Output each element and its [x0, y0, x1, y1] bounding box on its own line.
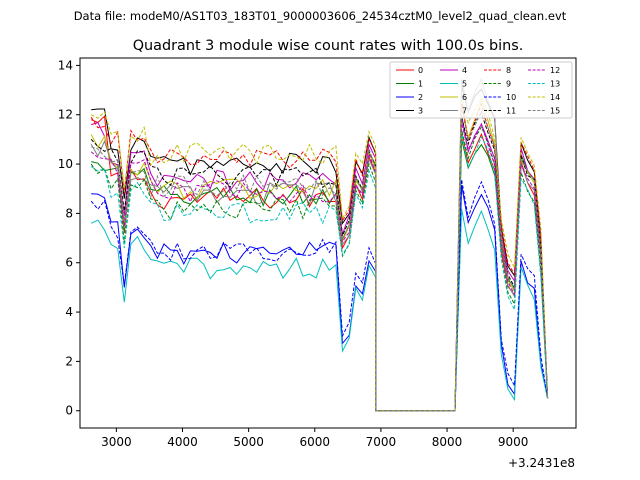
x-tick-label: 6000: [299, 435, 330, 449]
y-tick-label: 14: [58, 58, 73, 72]
y-tick-label: 12: [58, 108, 73, 122]
series-line-10: [90, 179, 549, 412]
legend-label-10: 10: [506, 93, 516, 102]
legend-label-7: 7: [462, 107, 467, 116]
legend-label-1: 1: [418, 80, 423, 89]
plot-series-group: [90, 77, 549, 412]
series-line-8: [90, 100, 549, 412]
series-line-0: [91, 115, 549, 412]
legend-label-0: 0: [418, 66, 423, 75]
series-line-11: [90, 112, 549, 412]
legend-box: [389, 61, 573, 119]
legend-label-6: 6: [462, 93, 467, 102]
y-tick-label: 0: [65, 404, 73, 418]
y-tick-label: 8: [65, 206, 73, 220]
legend-label-2: 2: [418, 93, 423, 102]
series-line-13: [90, 132, 549, 412]
series-line-12: [90, 122, 549, 412]
y-tick-label: 4: [65, 305, 73, 319]
x-tick-label: 4000: [167, 435, 198, 449]
plot-frame: [79, 57, 577, 429]
series-line-5: [90, 209, 549, 412]
x-tick-label: 8000: [432, 435, 463, 449]
x-tick-label: 5000: [233, 435, 264, 449]
legend-label-8: 8: [506, 66, 511, 75]
y-tick-label: 2: [65, 354, 73, 368]
legend-label-5: 5: [462, 80, 467, 89]
series-line-6: [90, 99, 549, 412]
x-tick-label: 3000: [101, 435, 132, 449]
legend-label-15: 15: [550, 107, 560, 116]
x-tick-label: 9000: [498, 435, 529, 449]
x-axis-offset-label: +3.2431e8: [508, 456, 575, 470]
x-tick-label: 7000: [366, 435, 397, 449]
legend-label-12: 12: [550, 66, 560, 75]
y-tick-label: 6: [65, 256, 73, 270]
series-line-15: [91, 107, 549, 412]
legend-label-14: 14: [550, 93, 560, 102]
series-line-2: [91, 184, 549, 412]
y-tick-label: 10: [58, 157, 73, 171]
legend-label-4: 4: [462, 66, 467, 75]
legend-label-11: 11: [506, 107, 516, 116]
chart-title: Quadrant 3 module wise count rates with …: [133, 38, 524, 54]
series-line-9: [90, 125, 549, 412]
legend-label-3: 3: [418, 107, 423, 116]
legend-label-13: 13: [550, 80, 560, 89]
data-file-suptitle: Data file: modeM0/AS1T03_183T01_90000036…: [74, 9, 567, 23]
legend-label-9: 9: [506, 80, 511, 89]
